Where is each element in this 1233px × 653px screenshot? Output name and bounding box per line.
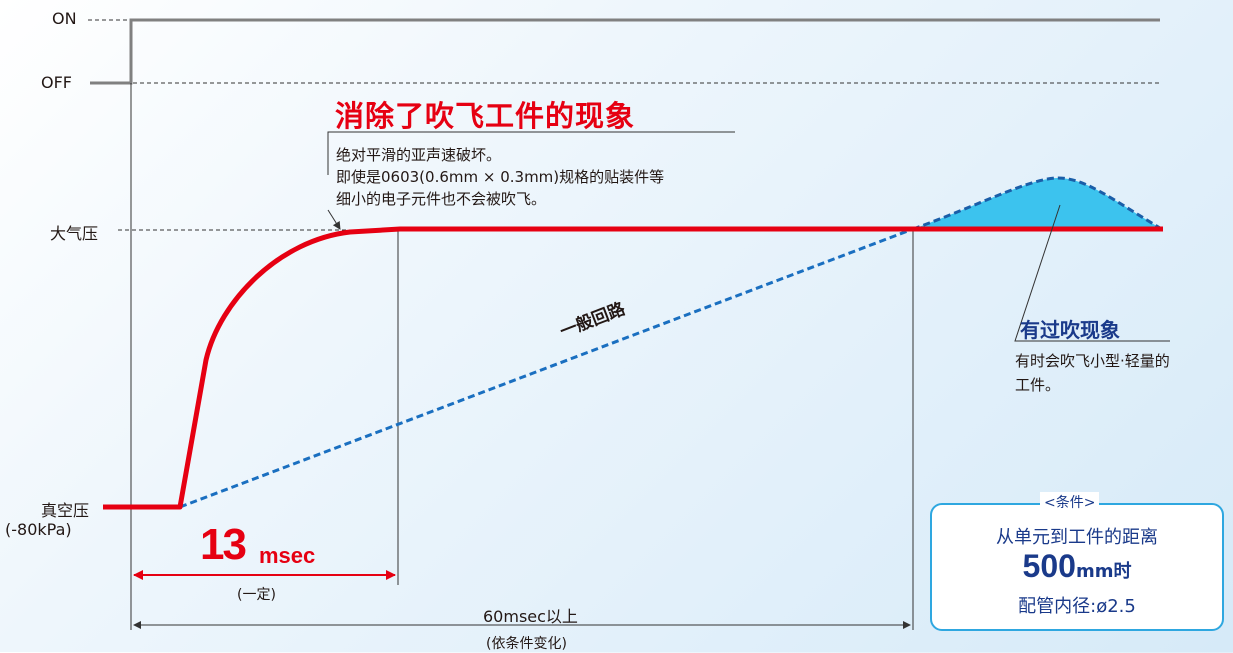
headline-line-1: 绝对平滑的亚声速破坏。 xyxy=(336,146,502,164)
60ms-note: (依条件变化) xyxy=(486,636,567,652)
vacuum-label: 真空压 xyxy=(41,501,90,520)
overblow-area xyxy=(913,178,1160,229)
headline-leader-line xyxy=(327,131,735,175)
conditions-line-1: 从单元到工件的距离 xyxy=(996,527,1158,548)
conditions-pipe-value: ø2.5 xyxy=(1096,596,1136,617)
conditions-distance: 500mm时 xyxy=(930,548,1224,585)
overblow-line-1: 有时会吹飞小型·轻量的 xyxy=(1015,352,1170,370)
headline-line-2: 即使是0603(0.6mm × 0.3mm)规格的贴装件等 xyxy=(336,168,665,186)
vacuum-value-label: (-80kPa) xyxy=(5,520,72,539)
conditions-distance-unit: mm时 xyxy=(1075,561,1132,582)
60ms-label: 60msec以上 xyxy=(483,607,578,626)
conditions-pipe-prefix: 配管内径: xyxy=(1018,596,1097,617)
headline-title: 消除了吹飞工件的现象 xyxy=(335,99,636,133)
atmosphere-label: 大气压 xyxy=(50,224,99,243)
13ms-note: (一定) xyxy=(237,587,276,603)
overblow-title: 有过吹现象 xyxy=(1020,318,1120,342)
fast-vacuum-break-curve xyxy=(103,226,1163,510)
13ms-number: 13 xyxy=(200,520,247,569)
on-label: ON xyxy=(52,9,77,28)
conditions-distance-number: 500 xyxy=(1022,548,1076,584)
overblow-line-2: 工件。 xyxy=(1015,376,1061,394)
13ms-unit: msec xyxy=(259,543,316,568)
conditions-line-3: 配管内径:ø2.5 xyxy=(930,592,1224,618)
conditions-tag: <条件> xyxy=(1040,492,1100,512)
off-label: OFF xyxy=(41,73,72,92)
on-off-signal xyxy=(90,18,1160,85)
general-circuit-line xyxy=(179,227,914,509)
conditions-box xyxy=(930,503,1224,631)
overblow-leader-line xyxy=(1014,204,1170,342)
headline-line-3: 细小的电子元件也不会被吹飞。 xyxy=(336,190,547,208)
overblow-dashed-curve xyxy=(912,176,1161,231)
headline-arrow xyxy=(327,209,341,230)
